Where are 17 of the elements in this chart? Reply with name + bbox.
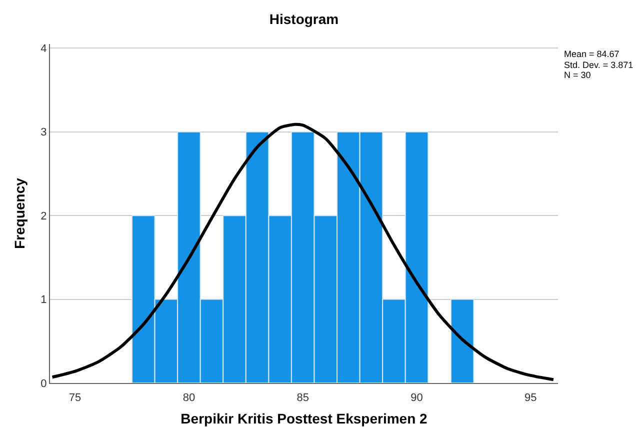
y-tick-label: 0 bbox=[40, 378, 47, 390]
y-tick-label: 3 bbox=[40, 126, 47, 139]
x-tick-label: 85 bbox=[296, 392, 309, 404]
text: Std. Dev. = 3.871 bbox=[564, 60, 634, 70]
y-axis-title: Frequency bbox=[11, 178, 28, 249]
text: Mean = 84.67 bbox=[564, 49, 620, 59]
x-tick-label: 90 bbox=[410, 392, 423, 404]
line-series bbox=[50, 122, 555, 382]
x-axis-title: Berpikir Kritis Posttest Eksperimen 2 bbox=[180, 410, 428, 426]
x-tick-label: 95 bbox=[524, 392, 537, 404]
y-tick-label: 1 bbox=[40, 294, 47, 306]
chart-title: Histogram bbox=[269, 11, 339, 28]
y-tick-label: 4 bbox=[40, 43, 47, 56]
x-tick-label: 75 bbox=[68, 392, 82, 404]
x-tick-label: 80 bbox=[182, 392, 196, 404]
text: N = 30 bbox=[564, 70, 591, 80]
y-tick-label: 2 bbox=[40, 210, 47, 222]
